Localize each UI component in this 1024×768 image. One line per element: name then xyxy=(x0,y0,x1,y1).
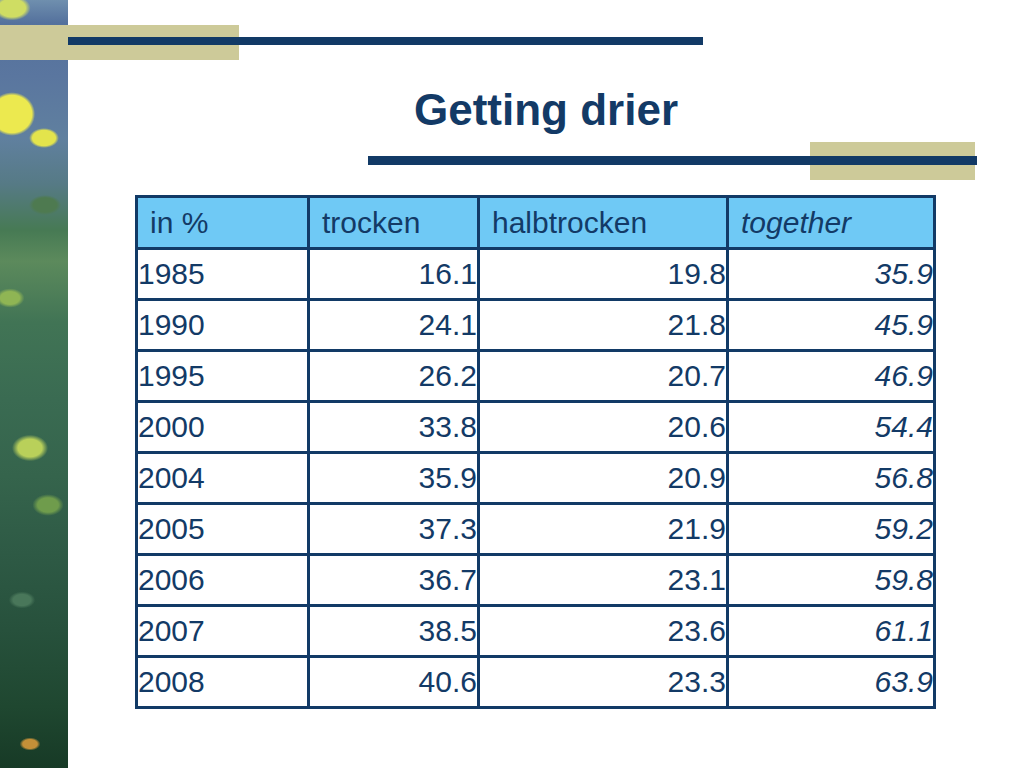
table-row: 200636.723.159.8 xyxy=(137,555,935,606)
value-cell: 40.6 xyxy=(309,657,479,708)
value-cell: 23.1 xyxy=(479,555,728,606)
value-cell: 21.9 xyxy=(479,504,728,555)
title-underline-bar xyxy=(368,156,977,165)
table-row: 200738.523.661.1 xyxy=(137,606,935,657)
value-cell: 56.8 xyxy=(728,453,935,504)
table-row: 198516.119.835.9 xyxy=(137,249,935,300)
col-header-together: together xyxy=(728,197,935,249)
value-cell: 46.9 xyxy=(728,351,935,402)
table-row: 200537.321.959.2 xyxy=(137,504,935,555)
vineyard-photo-strip xyxy=(0,0,68,768)
dryness-data-table: in % trocken halbtrocken together 198516… xyxy=(135,195,936,709)
value-cell: 16.1 xyxy=(309,249,479,300)
value-cell: 19.8 xyxy=(479,249,728,300)
table-row: 200840.623.363.9 xyxy=(137,657,935,708)
value-cell: 63.9 xyxy=(728,657,935,708)
value-cell: 38.5 xyxy=(309,606,479,657)
year-cell: 2006 xyxy=(137,555,309,606)
value-cell: 33.8 xyxy=(309,402,479,453)
value-cell: 35.9 xyxy=(309,453,479,504)
value-cell: 35.9 xyxy=(728,249,935,300)
slide-title: Getting drier xyxy=(68,86,1024,134)
presentation-slide: Getting drier in % trocken halbtrocken t… xyxy=(0,0,1024,768)
value-cell: 21.8 xyxy=(479,300,728,351)
value-cell: 24.1 xyxy=(309,300,479,351)
value-cell: 36.7 xyxy=(309,555,479,606)
year-cell: 2000 xyxy=(137,402,309,453)
table-row: 200033.820.654.4 xyxy=(137,402,935,453)
col-header-in-percent: in % xyxy=(137,197,309,249)
decor-navy-bar-top xyxy=(68,37,703,45)
year-cell: 2008 xyxy=(137,657,309,708)
value-cell: 45.9 xyxy=(728,300,935,351)
table-row: 199526.220.746.9 xyxy=(137,351,935,402)
year-cell: 1985 xyxy=(137,249,309,300)
year-cell: 2004 xyxy=(137,453,309,504)
col-header-trocken: trocken xyxy=(309,197,479,249)
value-cell: 54.4 xyxy=(728,402,935,453)
value-cell: 61.1 xyxy=(728,606,935,657)
table-body: 198516.119.835.9199024.121.845.9199526.2… xyxy=(137,249,935,708)
col-header-halbtrocken: halbtrocken xyxy=(479,197,728,249)
value-cell: 23.6 xyxy=(479,606,728,657)
table-header-row: in % trocken halbtrocken together xyxy=(137,197,935,249)
value-cell: 20.9 xyxy=(479,453,728,504)
value-cell: 37.3 xyxy=(309,504,479,555)
value-cell: 26.2 xyxy=(309,351,479,402)
value-cell: 20.6 xyxy=(479,402,728,453)
year-cell: 1990 xyxy=(137,300,309,351)
year-cell: 2007 xyxy=(137,606,309,657)
table-row: 199024.121.845.9 xyxy=(137,300,935,351)
value-cell: 59.8 xyxy=(728,555,935,606)
year-cell: 1995 xyxy=(137,351,309,402)
year-cell: 2005 xyxy=(137,504,309,555)
value-cell: 59.2 xyxy=(728,504,935,555)
value-cell: 23.3 xyxy=(479,657,728,708)
table-row: 200435.920.956.8 xyxy=(137,453,935,504)
value-cell: 20.7 xyxy=(479,351,728,402)
